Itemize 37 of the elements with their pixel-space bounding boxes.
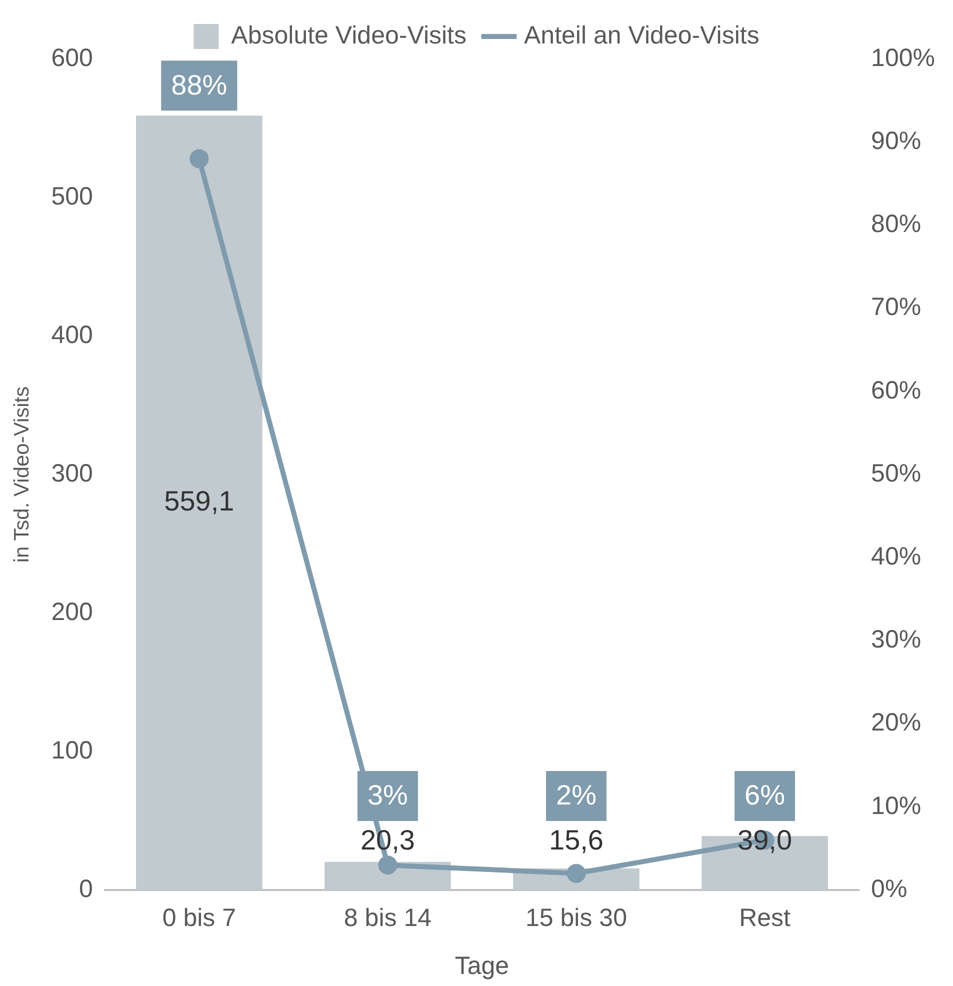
y2-tick-label: 70% — [871, 293, 922, 322]
y2-tick-label: 50% — [871, 459, 922, 488]
x-tick-label: 15 bis 30 — [526, 904, 627, 932]
y2-tick-label: 100% — [871, 44, 936, 72]
y2-tick-label: 30% — [871, 626, 922, 654]
y-axis-title: in Tsd. Video-Visits — [10, 386, 34, 563]
bar — [136, 116, 262, 890]
y-tick-label: 300 — [51, 459, 93, 488]
y2-tick-label: 60% — [871, 376, 922, 404]
point — [190, 149, 209, 168]
x-tick-label: 8 bis 14 — [344, 904, 432, 932]
legend-label: Absolute Video-Visits — [231, 21, 466, 50]
y-tick-label: 100 — [51, 736, 93, 764]
y-tick-label: 500 — [51, 182, 93, 210]
x-axis-title: Tage — [454, 952, 510, 980]
y2-tick-label: 0% — [871, 874, 908, 903]
data-label: 2% — [556, 780, 596, 811]
y-tick-label: 0 — [79, 874, 93, 903]
data-label: 6% — [744, 780, 786, 811]
data-label: 559,1 — [164, 486, 234, 517]
y2-tick-label: 90% — [871, 126, 922, 155]
point — [378, 856, 398, 875]
y-tick-label: 600 — [51, 44, 93, 72]
y2-tick-label: 40% — [871, 542, 922, 570]
x-tick-label: Rest — [739, 904, 791, 932]
y2-tick-label: 20% — [871, 708, 922, 737]
y2-tick-label: 10% — [871, 792, 922, 820]
y2-tick-label: 80% — [871, 210, 922, 238]
y-tick-label: 200 — [51, 598, 93, 626]
data-label: 88% — [171, 69, 228, 100]
data-label: 15,6 — [549, 824, 604, 856]
data-label: 3% — [367, 780, 408, 811]
legend-label: Anteil an Video-Visits — [524, 21, 760, 50]
x-tick-label: 0 bis 7 — [162, 904, 236, 932]
data-label: 39,0 — [738, 824, 792, 856]
point — [566, 864, 586, 883]
y-tick-label: 400 — [51, 320, 93, 349]
